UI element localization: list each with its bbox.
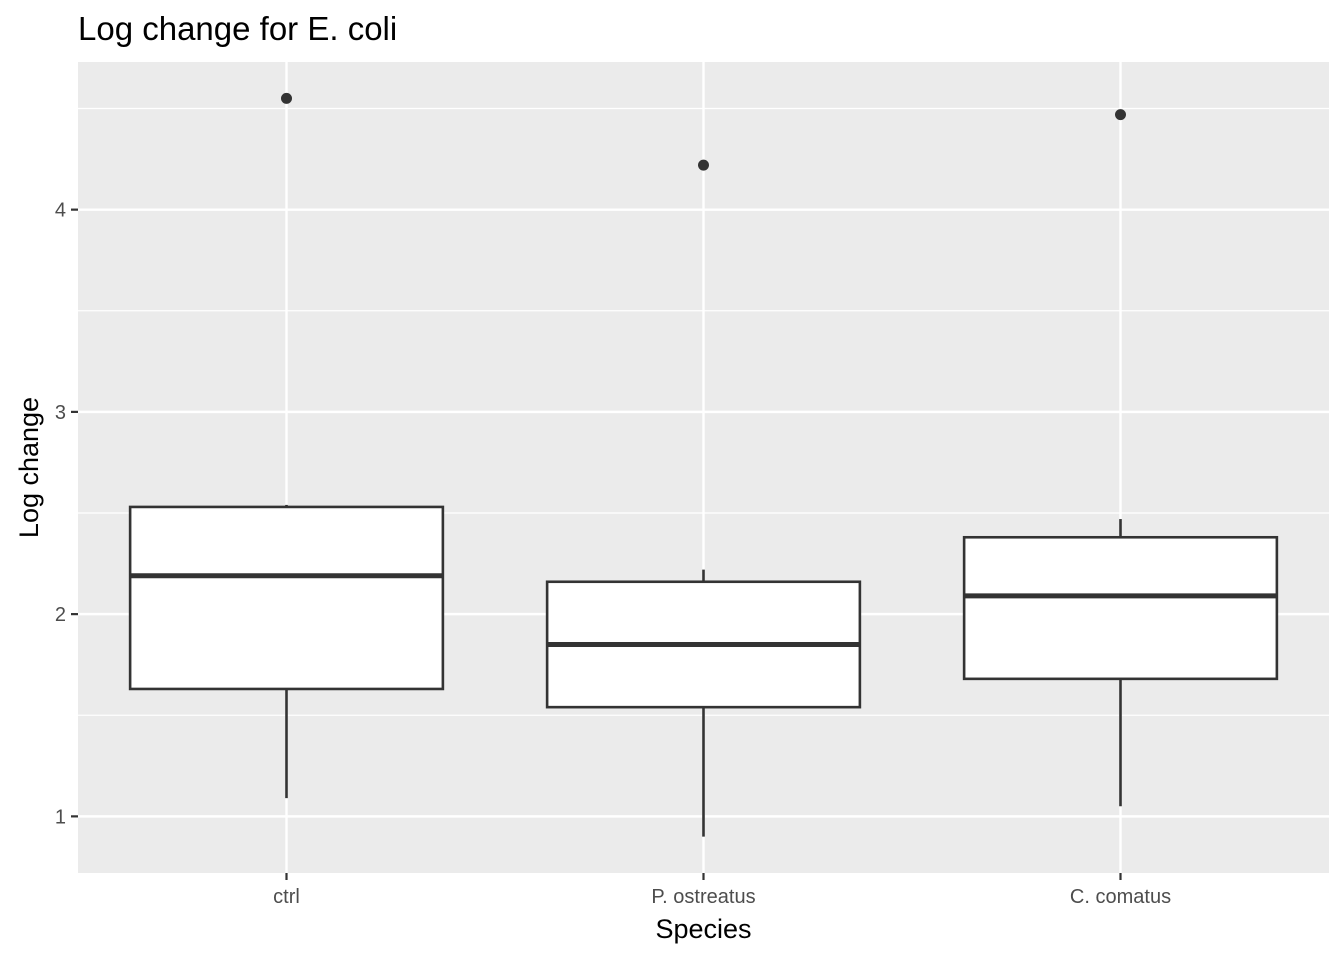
box-iqr (962, 535, 1279, 681)
x-axis: ctrl P. ostreatus C. comatus (273, 873, 1171, 908)
box-iqr (128, 505, 445, 691)
x-axis-title: Species (655, 914, 751, 944)
y-axis: 1 2 3 4 (55, 200, 78, 828)
box-group (962, 109, 1279, 807)
outlier-point (698, 159, 709, 171)
y-tick-label: 1 (55, 806, 66, 828)
box-group (545, 159, 862, 837)
outlier-point (1115, 109, 1126, 121)
y-axis-title: Log change (14, 397, 44, 538)
chart-title: Log change for E. coli (78, 10, 398, 47)
x-tick-label: P. ostreatus (651, 886, 755, 908)
boxes-layer (128, 92, 1279, 837)
y-tick-label: 2 (55, 604, 66, 626)
x-tick-label: ctrl (273, 886, 300, 908)
x-tick-label: C. comatus (1070, 886, 1171, 908)
outlier-point (281, 92, 292, 104)
box-group (128, 92, 445, 799)
y-tick-label: 3 (55, 402, 66, 424)
y-tick-label: 4 (55, 200, 66, 222)
